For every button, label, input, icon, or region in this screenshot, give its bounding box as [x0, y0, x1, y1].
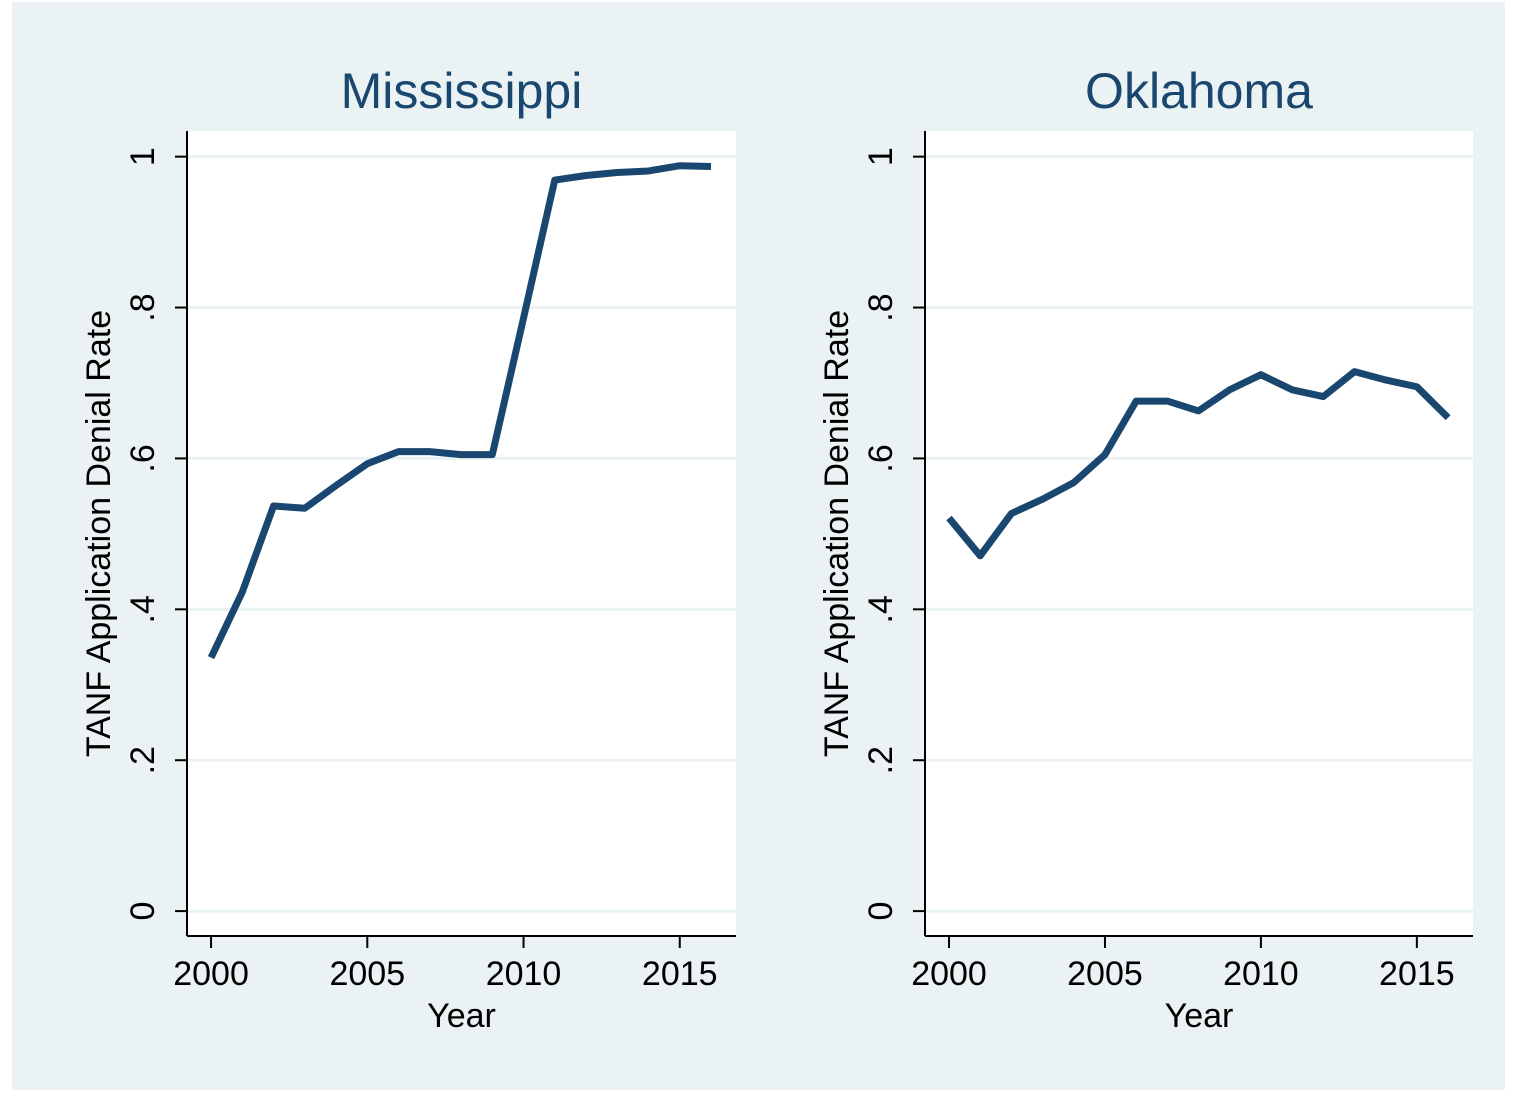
- data-line: [946, 368, 1451, 560]
- y-tick-label: 1: [862, 147, 900, 166]
- x-tick-label: 2015: [642, 955, 718, 993]
- x-axis-label: Year: [427, 997, 496, 1035]
- x-tick-label: 2000: [173, 955, 249, 993]
- x-tick-label: 2005: [329, 955, 405, 993]
- y-tick-label: 0: [124, 902, 162, 921]
- y-tick-label: 1: [124, 147, 162, 166]
- y-tick-label: .4: [124, 595, 162, 623]
- plot-area: [187, 131, 736, 936]
- chart-title: Oklahoma: [1085, 63, 1313, 119]
- x-tick-label: 2010: [486, 955, 562, 993]
- x-tick-label: 2015: [1379, 955, 1455, 993]
- plot-area: [925, 131, 1473, 936]
- y-tick-label: .2: [124, 746, 162, 774]
- data-line: [207, 162, 712, 660]
- x-tick-label: 2010: [1223, 955, 1299, 993]
- y-tick-label: .6: [862, 444, 900, 472]
- y-axis-label: TANF Application Denial Rate: [818, 310, 856, 757]
- y-tick-label: .2: [862, 746, 900, 774]
- y-tick-label: .6: [124, 444, 162, 472]
- x-tick-label: 2000: [911, 955, 987, 993]
- chart-title: Mississippi: [341, 63, 583, 119]
- y-tick-label: .4: [862, 595, 900, 623]
- y-tick-label: .8: [124, 293, 162, 321]
- x-tick-label: 2005: [1067, 955, 1143, 993]
- y-axis-label: TANF Application Denial Rate: [80, 310, 118, 757]
- y-tick-label: .8: [862, 293, 900, 321]
- y-tick-label: 0: [862, 902, 900, 921]
- x-axis-label: Year: [1165, 997, 1234, 1035]
